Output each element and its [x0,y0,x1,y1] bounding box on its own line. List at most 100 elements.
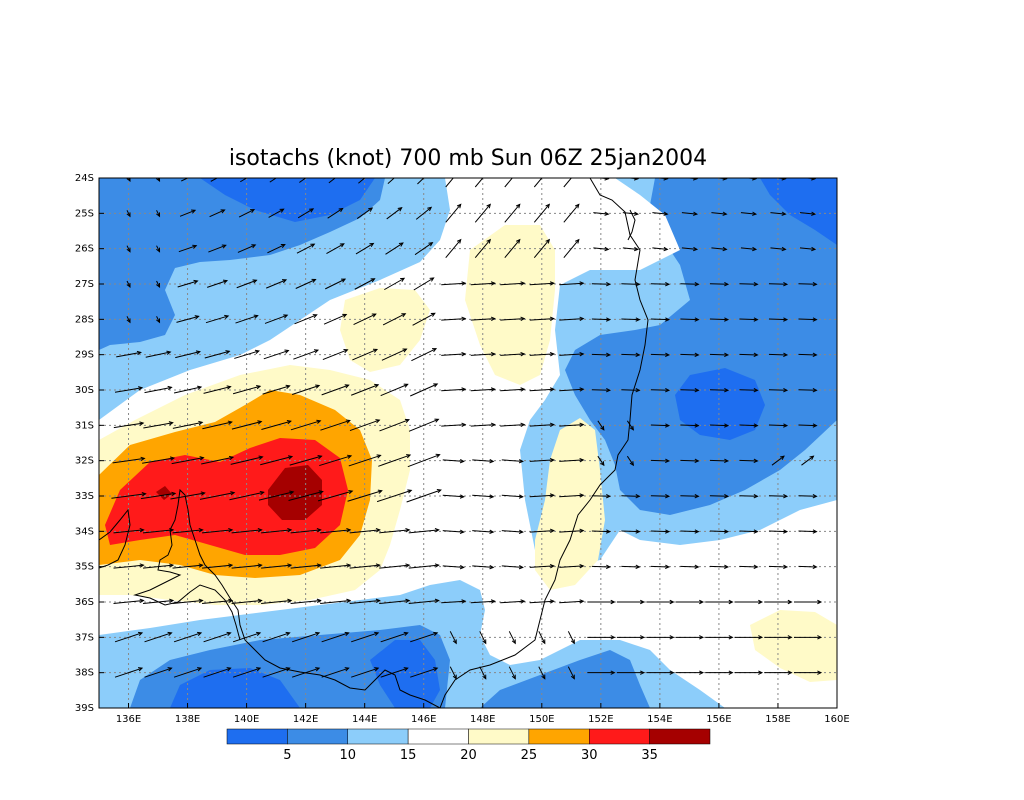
wind-vector [442,494,464,498]
wind-vector-head [459,529,465,535]
wind-vector-head [397,172,401,176]
colorbar-label: 5 [283,748,291,763]
wind-vector-head [430,312,436,317]
map-title: isotachs (knot) 700 mb Sun 06Z 25jan2004 [229,146,707,171]
wind-vector-head [605,529,611,534]
isotach-region-lt5 [200,178,375,222]
wind-vector-head [317,454,323,460]
wind-vector-head [372,348,379,353]
wind-vector [203,667,231,678]
wind-vector-head [665,387,671,393]
wind-vector [408,564,439,569]
isotach-region-30-35 [105,438,348,555]
wind-vector-head [635,352,641,358]
wind-vector [445,204,462,223]
wind-vector [768,318,787,321]
wind-vector-head [461,422,467,427]
wind-vector-head [369,242,375,248]
wind-vector [563,239,580,258]
wind-vector-head [635,317,641,322]
wind-vector-head [257,420,263,425]
colorbar: 5 10 15 20 25 30 35 [226,728,711,763]
wind-vector [320,600,351,604]
colorbar-swatch [347,728,409,745]
wind-vector [533,204,550,223]
wind-vector [739,283,758,285]
wind-vector [529,424,554,427]
wind-vector-head [579,528,585,533]
wind-vector [231,600,262,604]
latitude-tick-label: 26S [75,244,94,255]
wind-vector [353,313,376,326]
colorbar-swatch [528,728,590,745]
wind-vector-head [313,349,320,354]
latitude-tick-label: 36S [75,597,94,608]
wind-vector-head [518,529,524,535]
wind-vector-head [404,418,410,423]
wind-vector-head [489,458,495,464]
coastline-path [99,508,131,569]
wind-vector-head [346,563,352,568]
wind-vector-head [434,527,440,533]
wind-vector-head [433,383,439,388]
wind-vector [650,565,669,568]
wind-vector [470,388,495,392]
wind-vector-head [338,173,342,177]
wind-vector [504,239,521,258]
wind-vector-head [167,631,173,636]
wind-vector [798,353,817,356]
wind-vector-head [817,599,823,605]
isotach-region-20-25 [340,288,430,372]
wind-vector [559,494,584,498]
wind-vector-head [308,174,312,178]
wind-vector [175,351,200,359]
wind-vector [470,282,495,286]
wind-vector [379,600,410,604]
wind-vector [231,564,262,569]
wind-vector-head [812,493,818,499]
wind-vector [709,459,728,462]
wind-vector-head [699,670,705,675]
wind-vector-head [168,421,174,426]
wind-vector [267,244,286,254]
wind-vector [621,318,640,321]
wind-vector-head [289,490,295,495]
wind-vector-head [249,174,253,177]
wind-vector-head [779,455,785,460]
longitude-tick-label: 148E [470,714,495,725]
wind-vector-head [225,350,231,355]
wind-vector-head [459,564,465,570]
wind-vector-head [347,454,353,459]
wind-vector-head [635,493,641,499]
latitude-tick-label: 29S [75,350,94,361]
wind-vector-head [278,174,282,177]
wind-vector [768,424,787,427]
wind-vector-head [224,314,230,320]
wind-vector-head [486,238,491,244]
wind-vector-head [783,493,789,499]
wind-vector [262,667,290,678]
wind-vector [414,242,433,256]
wind-vector-head [226,631,232,636]
wind-vector-head [728,635,734,640]
wind-vector-head [459,458,465,464]
wind-vector-head [579,316,585,321]
wind-vector [410,632,438,643]
wind-vector-head [167,385,173,391]
wind-vector-head [403,383,409,388]
wind-vector-head [370,278,376,283]
wind-vector [176,315,199,323]
wind-vector [740,212,756,215]
wind-vector-head [549,387,555,392]
wind-vector-head [375,419,381,424]
wind-vector-head [434,598,440,604]
wind-vector [472,459,494,462]
wind-vector [474,204,491,223]
wind-vector [680,318,699,321]
wind-vector-head [250,209,256,214]
wind-vector [740,247,756,250]
wind-vector-head [605,352,611,358]
wind-vector [650,424,669,427]
wind-vector-head [310,243,316,248]
wind-vector-head [752,246,758,252]
